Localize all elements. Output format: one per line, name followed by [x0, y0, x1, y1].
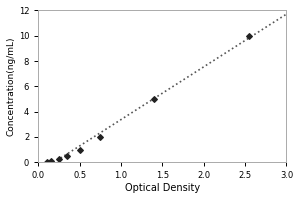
Point — [44, 161, 49, 164]
Y-axis label: Concentration(ng/mL): Concentration(ng/mL) — [7, 37, 16, 136]
Point — [65, 154, 70, 158]
Point — [77, 148, 82, 151]
Point — [56, 157, 61, 161]
Point — [98, 135, 103, 139]
X-axis label: Optical Density: Optical Density — [125, 183, 200, 193]
Point — [152, 97, 157, 101]
Point — [48, 159, 53, 163]
Point — [247, 34, 252, 37]
